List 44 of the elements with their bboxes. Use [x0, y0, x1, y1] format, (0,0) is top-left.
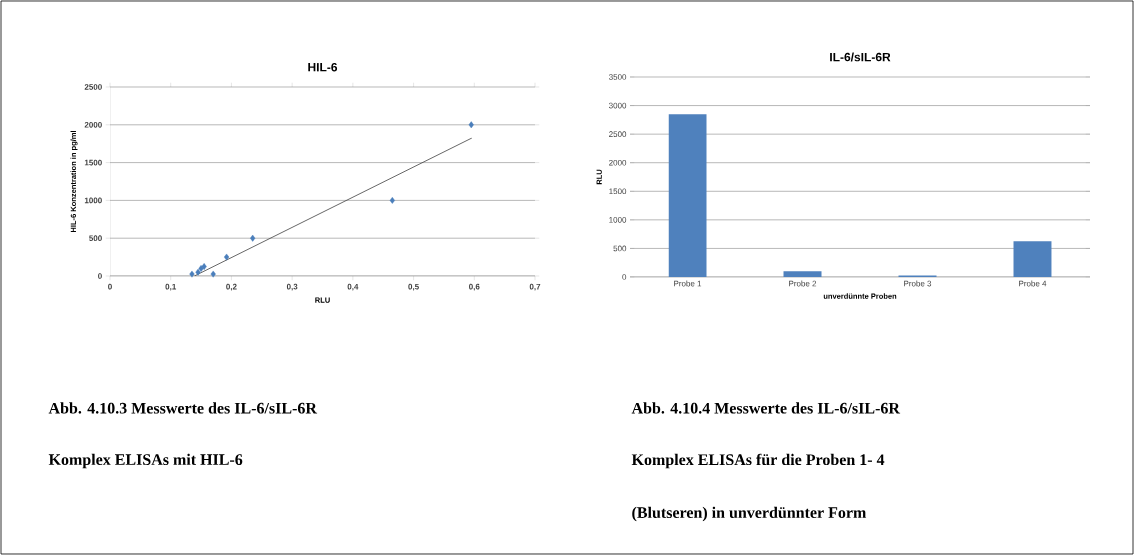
bar	[1013, 241, 1052, 277]
y-tick-label: 500	[89, 235, 102, 242]
x-tick-label: 0,2	[226, 283, 237, 291]
y-tick-label: 500	[613, 245, 627, 252]
x-tick-label: 0,7	[529, 283, 541, 291]
point	[223, 253, 230, 261]
text: Komplex ELISAs mit HIL-6	[48, 453, 243, 469]
x-tick-label: 0,3	[286, 283, 298, 291]
point	[189, 270, 195, 278]
y-tick-label: 0	[98, 273, 102, 279]
point	[195, 268, 201, 276]
caption: Abb. 4.10.3 Messwerte des IL-6/sIL-6R	[48, 402, 318, 414]
y-tick-label: 1500	[84, 159, 102, 166]
point	[210, 270, 216, 278]
point	[201, 263, 207, 270]
y-tick-label: 0	[622, 274, 627, 280]
x-tick-label: 0,1	[165, 283, 177, 291]
point	[468, 121, 474, 129]
y-tick-label: 2000	[84, 121, 102, 128]
x-tick-label: Probe 2	[789, 280, 817, 287]
y-tick-label: 3500	[608, 74, 627, 80]
y-tick-label: 1000	[609, 217, 627, 223]
y-tick-label: 2500	[84, 84, 102, 90]
y-tick-label: 2500	[609, 131, 627, 137]
y-tick-label: 1500	[609, 188, 627, 195]
point	[389, 197, 395, 204]
x-tick-label: Probe 3	[904, 280, 932, 287]
y-tick-label: 3000	[608, 102, 627, 109]
x-tick-label: 0,5	[408, 283, 419, 291]
text: Komplex ELISAs für die Proben 1- 4	[631, 453, 885, 469]
y-tick-label: 1000	[84, 197, 102, 204]
point	[250, 234, 256, 242]
chart-title: IL-6/sIL-6R	[830, 52, 891, 62]
y-tick-label: 2000	[609, 159, 627, 166]
x-tick-label: Probe 1	[674, 280, 702, 287]
chart-title: HIL-6	[308, 62, 338, 72]
x-tick-label: Probe 4	[1019, 280, 1047, 287]
caption: Abb. 4.10.4 Messwerte des IL-6/sIL-6R	[631, 402, 901, 414]
x-tick-label: 0,6	[469, 283, 480, 291]
bar	[783, 271, 822, 277]
x-tick-label: 0	[108, 283, 112, 290]
x-tick-label: 0,4	[347, 283, 359, 291]
bar	[668, 114, 707, 277]
text: (Blutseren) in unverdünnter Form	[632, 506, 867, 522]
